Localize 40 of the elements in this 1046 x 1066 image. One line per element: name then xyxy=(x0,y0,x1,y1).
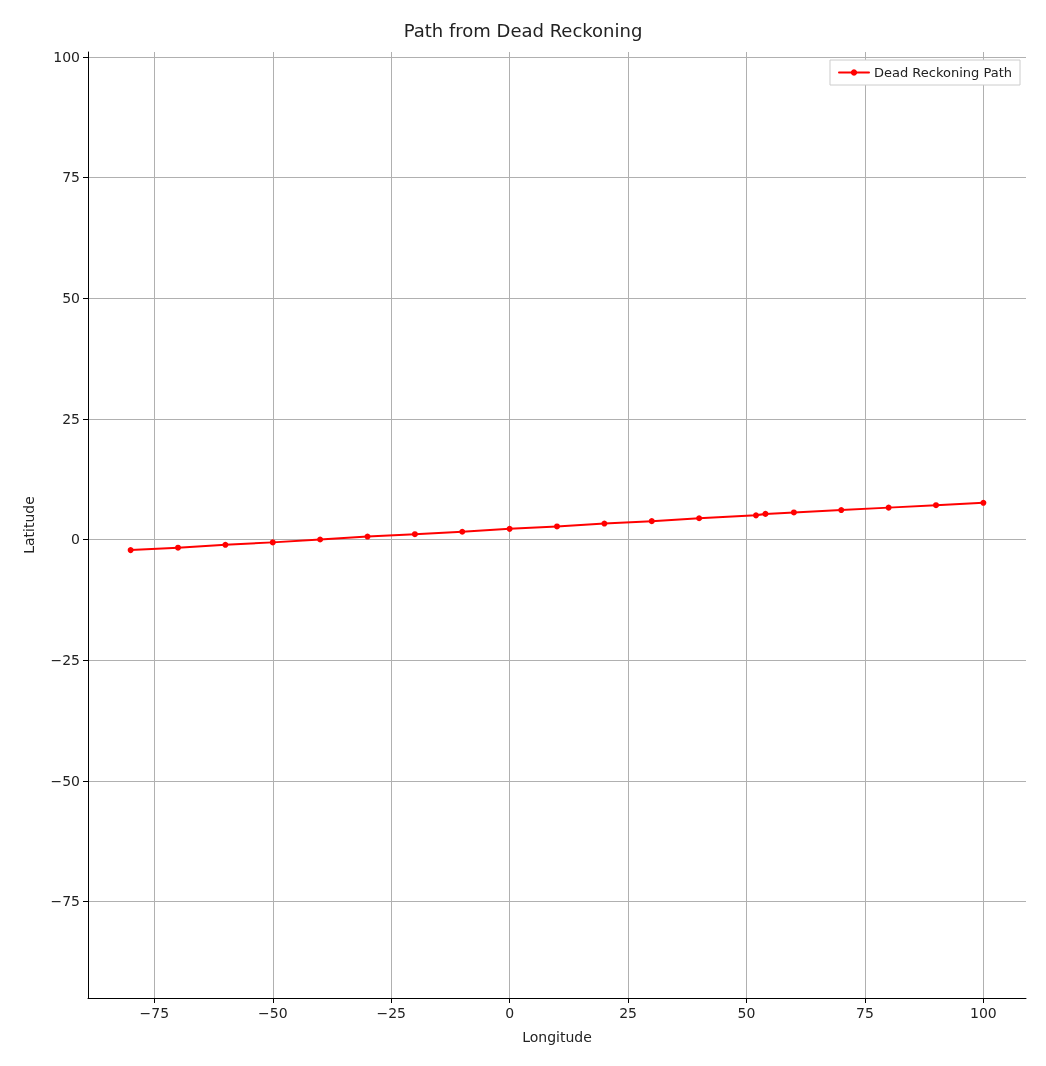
point xyxy=(838,507,845,514)
point xyxy=(601,520,608,527)
y-tick-label: −25 xyxy=(50,652,80,669)
y-tick-label: 100 xyxy=(53,48,80,65)
point xyxy=(696,515,703,522)
point xyxy=(269,539,276,546)
x-tick-label: 25 xyxy=(619,1005,637,1021)
y-tick-label: 25 xyxy=(62,410,80,427)
point xyxy=(980,499,987,506)
x-tick-label: −25 xyxy=(376,1005,406,1021)
y-tick-label: −75 xyxy=(50,893,80,910)
point xyxy=(762,510,769,517)
x-tick-label: 50 xyxy=(737,1005,756,1021)
y-tick-label: 50 xyxy=(62,290,80,307)
x-tick-label: 0 xyxy=(505,1005,515,1021)
point xyxy=(411,531,418,538)
point xyxy=(506,525,513,532)
x-tick-label: −50 xyxy=(257,1005,288,1021)
legend-label: Dead Reckoning Path xyxy=(874,65,1013,80)
point xyxy=(364,533,371,540)
point xyxy=(175,544,182,551)
point xyxy=(222,541,229,548)
point xyxy=(933,502,939,509)
point xyxy=(752,512,759,519)
point xyxy=(459,528,466,535)
point xyxy=(790,509,797,516)
x-axis-title: Longitude xyxy=(522,1029,592,1045)
y-tick-label: −50 xyxy=(50,772,80,789)
point xyxy=(127,547,134,554)
point xyxy=(648,518,655,525)
x-tick-label: 75 xyxy=(856,1005,874,1021)
point xyxy=(885,504,892,511)
point xyxy=(317,536,324,543)
y-tick-label: 0 xyxy=(71,531,80,548)
point xyxy=(554,523,560,530)
y-tick-label: 75 xyxy=(62,169,80,186)
chart-title: Path from Dead Reckoning xyxy=(403,19,643,41)
x-tick-label: 100 xyxy=(970,1005,997,1021)
y-axis-title: Latitude xyxy=(21,496,37,554)
x-tick-label: −75 xyxy=(139,1005,170,1021)
